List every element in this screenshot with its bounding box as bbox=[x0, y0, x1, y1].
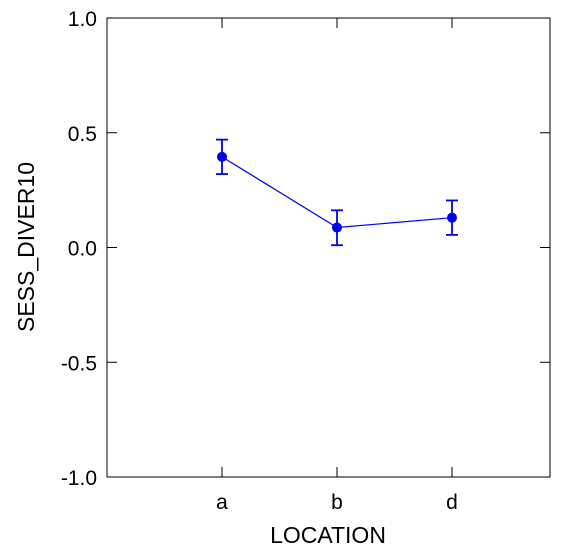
data-point bbox=[332, 222, 342, 233]
y-tick-label: 0.0 bbox=[68, 238, 97, 261]
y-tick-label: -0.5 bbox=[61, 352, 97, 375]
y-tick-label: -1.0 bbox=[61, 467, 97, 490]
y-tick-label: 0.5 bbox=[68, 123, 97, 146]
x-axis-title: LOCATION bbox=[270, 522, 386, 548]
x-tick-label: d bbox=[446, 491, 458, 514]
data-point bbox=[217, 151, 227, 162]
x-tick-label: b bbox=[331, 491, 343, 514]
y-tick-label: 1.0 bbox=[68, 8, 97, 31]
x-tick-label: a bbox=[216, 491, 228, 514]
plot-frame bbox=[106, 17, 551, 478]
data-point bbox=[447, 212, 457, 223]
y-axis: -1.0 -0.5 0.0 0.5 1.0 bbox=[61, 8, 550, 490]
series-layer bbox=[216, 138, 458, 247]
y-axis-title: SESS_DIVER10 bbox=[13, 162, 39, 332]
